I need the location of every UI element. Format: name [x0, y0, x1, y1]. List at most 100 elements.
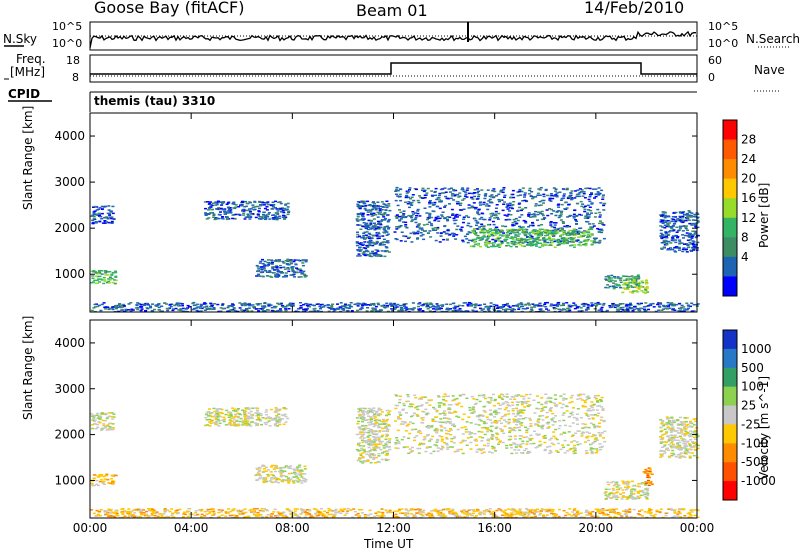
- power-cell: [428, 303, 432, 306]
- velocity-cell: [425, 402, 429, 404]
- power-cell: [560, 229, 564, 232]
- power-cell: [661, 213, 665, 215]
- velocity-cell: [509, 398, 513, 400]
- power-cell: [396, 195, 400, 197]
- power-cell: [110, 216, 114, 218]
- power-cell: [636, 302, 640, 305]
- velocity-cell: [368, 434, 372, 437]
- power-cell: [385, 302, 389, 305]
- power-cell: [510, 240, 514, 243]
- velocity-cell: [543, 448, 547, 451]
- velocity-cell: [490, 430, 494, 433]
- velocity-cell: [369, 429, 373, 431]
- power-cell: [399, 211, 403, 214]
- power-cell: [282, 211, 286, 214]
- velocity-cell: [482, 396, 486, 398]
- power-cell: [594, 302, 598, 305]
- power-cell: [360, 218, 364, 220]
- velocity-cell: [489, 419, 493, 421]
- power-cell: [242, 210, 246, 212]
- velocity-cell: [111, 423, 115, 425]
- power-cell: [205, 307, 209, 309]
- power-cell: [579, 200, 583, 203]
- power-cell: [367, 224, 371, 227]
- power-cell: [550, 226, 554, 228]
- power-cell: [667, 233, 671, 236]
- power-cell: [459, 310, 463, 312]
- power-cell: [356, 216, 360, 218]
- power-cell: [273, 269, 276, 271]
- power-cell: [692, 245, 696, 248]
- velocity-cell: [589, 449, 593, 451]
- power-cell: [590, 228, 594, 230]
- velocity-cell: [442, 403, 446, 405]
- power-cell: [565, 225, 569, 227]
- power-cell: [276, 276, 280, 278]
- power-cell: [439, 235, 443, 237]
- velocity-cell: [268, 480, 272, 482]
- power-cell: [271, 261, 274, 264]
- power-cell: [481, 228, 485, 231]
- power-colorbar-swatch: [723, 217, 737, 238]
- power-cell: [530, 191, 534, 193]
- power-cell: [356, 220, 360, 222]
- velocity-cell: [439, 418, 443, 420]
- power-colorbar-tick: 24: [741, 152, 756, 166]
- power-cell: [589, 227, 593, 229]
- power-cell: [473, 303, 477, 306]
- velocity-cell: [361, 417, 365, 420]
- velocity-cell: [526, 440, 529, 443]
- power-cell: [409, 203, 413, 205]
- velocity-cell: [408, 405, 412, 408]
- power-cell: [448, 216, 452, 218]
- power-cell: [668, 303, 672, 306]
- power-cell: [491, 238, 495, 241]
- velocity-cell: [549, 397, 553, 399]
- power-cell: [528, 231, 532, 234]
- velocity-cell: [502, 402, 506, 404]
- power-cell: [644, 279, 648, 281]
- power-cell: [421, 310, 425, 312]
- velocity-cell: [464, 428, 468, 431]
- power-cell: [260, 267, 264, 270]
- velocity-cell: [375, 433, 379, 435]
- velocity-cell: [110, 474, 114, 477]
- velocity-cell: [287, 482, 291, 484]
- power-cell: [482, 228, 486, 230]
- power-cell: [498, 229, 502, 231]
- velocity-cell: [272, 474, 275, 477]
- power-cell: [395, 186, 399, 189]
- power-cell: [230, 305, 234, 308]
- power-cell: [685, 308, 689, 311]
- velocity-cell: [472, 398, 476, 400]
- power-cell: [417, 226, 421, 228]
- power-cell: [602, 237, 606, 240]
- power-cell: [506, 205, 510, 207]
- power-cell: [252, 209, 256, 211]
- power-cell: [381, 206, 385, 208]
- velocity-cell: [287, 477, 291, 479]
- velocity-cell: [590, 406, 594, 409]
- velocity-cell: [524, 400, 528, 403]
- velocity-cell: [249, 416, 253, 418]
- power-cell: [682, 237, 685, 239]
- velocity-cell: [384, 458, 388, 460]
- power-cell: [543, 243, 547, 246]
- power-cell: [291, 302, 295, 305]
- velocity-cell: [375, 410, 379, 413]
- velocity-cell: [232, 416, 236, 418]
- power-cell: [382, 216, 386, 218]
- power-cell: [285, 208, 289, 210]
- power-cell: [617, 310, 621, 312]
- velocity-cell: [228, 422, 232, 424]
- power-cell: [179, 305, 182, 307]
- power-cell: [466, 310, 470, 312]
- power-cell: [356, 255, 360, 257]
- velocity-cell: [591, 417, 595, 419]
- power-cell: [358, 255, 362, 257]
- power-cell: [278, 217, 282, 219]
- power-cell: [689, 216, 693, 218]
- power-cell: [332, 310, 336, 313]
- power-cell: [283, 268, 287, 270]
- power-cell: [385, 204, 389, 207]
